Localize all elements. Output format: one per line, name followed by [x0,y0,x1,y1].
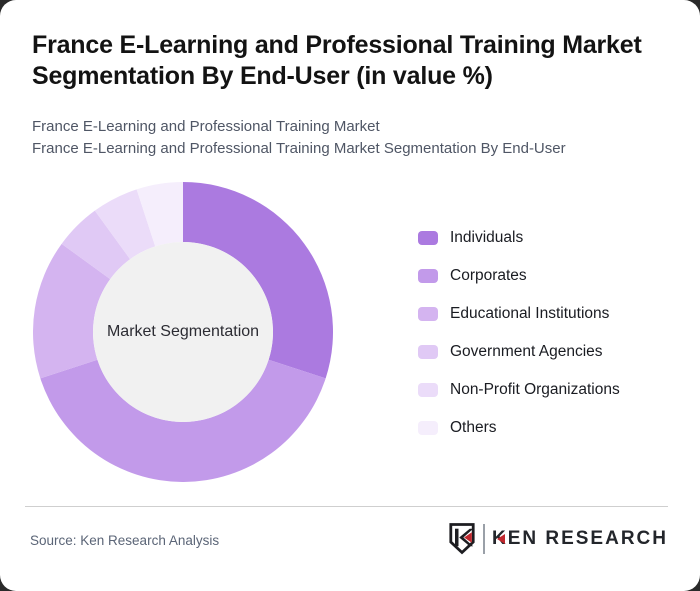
donut-center-circle [93,242,273,422]
ken-research-logo: KEN RESEARCH [448,522,668,555]
chart-subtitles: France E-Learning and Professional Train… [32,116,566,159]
footer-divider [25,506,668,507]
ken-research-shield-icon [449,523,475,555]
legend-item-government-agencies: Government Agencies [418,340,620,364]
legend-label-non-profit-organizations: Non-Profit Organizations [450,381,620,398]
legend-label-government-agencies: Government Agencies [450,343,603,360]
subtitle-line-2: France E-Learning and Professional Train… [32,139,566,157]
donut-chart: Market Segmentation [33,182,333,482]
legend-label-corporates: Corporates [450,267,527,284]
red-arrow-icon [496,533,505,544]
subtitle-line-1: France E-Learning and Professional Train… [32,118,380,135]
legend-item-educational-institutions: Educational Institutions [418,302,620,326]
chart-legend: Individuals Corporates Educational Institu… [418,226,620,440]
legend-label-educational-institutions: Educational Institutions [450,305,610,322]
page-title: France E-Learning and Professional Train… [32,31,642,90]
legend-swatch-government-agencies [418,345,438,359]
donut-segment-non-profit-organizations [94,189,156,260]
donut-segment-individuals [183,182,333,379]
legend-label-individuals: Individuals [450,229,524,246]
legend-label-others: Others [450,419,497,436]
donut-segment-government-agencies [61,210,131,280]
donut-segment-educational-institutions [33,243,111,379]
legend-item-non-profit-organizations: Non-Profit Organizations [418,378,620,402]
legend-item-others: Others [418,416,620,440]
legend-item-corporates: Corporates [418,264,620,288]
legend-item-individuals: Individuals [418,226,620,250]
donut-segment-others [136,182,183,247]
legend-swatch-individuals [418,231,438,245]
source-text: Source: Ken Research Analysis [30,533,220,548]
donut-segment-corporates [40,359,326,482]
ken-research-wordmark: KEN RESEARCH [491,527,668,549]
legend-swatch-non-profit-organizations [418,383,438,397]
legend-swatch-corporates [418,269,438,283]
legend-swatch-others [418,421,438,435]
donut-center-label: Market Segmentation [106,323,260,340]
legend-swatch-educational-institutions [418,307,438,321]
logo-divider [482,523,485,554]
donut-chart-svg [33,182,333,482]
